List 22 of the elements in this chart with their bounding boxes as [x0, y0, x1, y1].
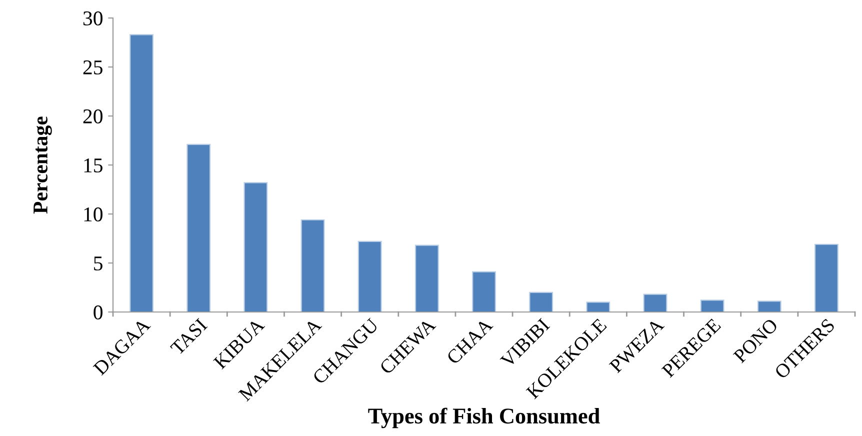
bar: [130, 34, 154, 312]
bar: [814, 244, 838, 312]
bar: [414, 244, 439, 312]
bar: [643, 294, 668, 312]
y-tick-label: 5: [94, 256, 102, 270]
bar: [586, 302, 610, 312]
bar: [358, 240, 382, 312]
bar: [757, 300, 782, 312]
bar: [529, 292, 554, 312]
y-axis-title: Percentage: [34, 116, 52, 214]
y-tick-label: 15: [84, 158, 102, 172]
y-tick-label: 0: [94, 305, 102, 320]
y-tick-label: 10: [84, 207, 102, 222]
y-tick-label: 25: [83, 60, 102, 74]
bar: [472, 271, 496, 312]
y-tick-label: 30: [83, 11, 102, 26]
bar: [300, 219, 325, 312]
bar: [244, 182, 268, 312]
y-tick-label: 20: [83, 109, 102, 124]
x-axis-title: Types of Fish Consumed: [368, 408, 600, 428]
bar: [186, 144, 211, 312]
bar: [700, 300, 724, 312]
